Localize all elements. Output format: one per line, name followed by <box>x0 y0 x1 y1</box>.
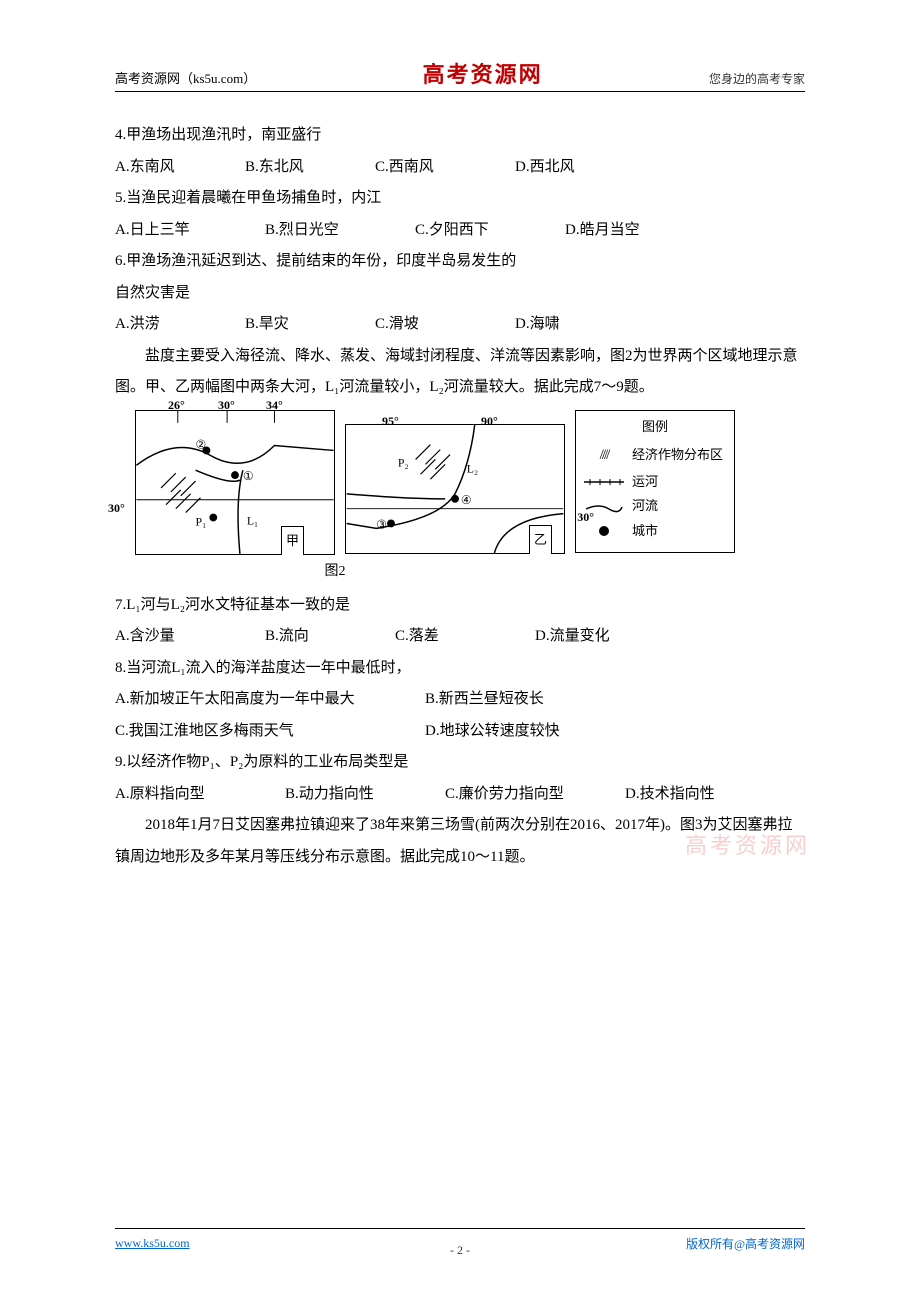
q6-stem-1: 6.甲渔场渔汛延迟到达、提前结束的年份，印度半岛易发生的 <box>115 246 805 278</box>
legend-row-river: 河流 <box>584 494 726 519</box>
q8-opt-d: D.地球公转速度较快 <box>425 716 560 748</box>
svg-text:③: ③ <box>376 517 387 531</box>
legend-river-label: 河流 <box>632 494 658 519</box>
q8-options-2: C.我国江淮地区多梅雨天气 D.地球公转速度较快 <box>115 716 805 748</box>
legend-row-city: 城市 <box>584 519 726 544</box>
q6-opt-a: A.洪涝 <box>115 309 245 341</box>
q5-opt-d: D.皓月当空 <box>565 215 640 247</box>
figure-caption: 图2 <box>285 557 385 586</box>
footer-page-number: - 2 - <box>450 1243 470 1258</box>
legend-crops-label: 经济作物分布区 <box>632 443 723 468</box>
q6-opt-c: C.滑坡 <box>375 309 515 341</box>
page-header: 高考资源网（ks5u.com） 高考资源网 您身边的高考专家 <box>115 55 805 92</box>
legend-hatch-icon: //// <box>584 441 624 470</box>
map-jia-label: 甲 <box>281 526 304 554</box>
legend-canal-icon <box>584 477 624 487</box>
legend-row-canal: 运河 <box>584 470 726 495</box>
svg-text:①: ① <box>243 469 254 483</box>
intro-2: 2018年1月7日艾因塞弗拉镇迎来了38年来第三场雪(前两次分别在2016、20… <box>115 810 805 873</box>
header-brand: 高考资源网 <box>423 57 543 89</box>
q9-options: A.原料指向型 B.动力指向性 C.廉价劳力指向型 D.技术指向性 <box>115 779 805 811</box>
q5-stem: 5.当渔民迎着晨曦在甲鱼场捕鱼时，内江 <box>115 183 805 215</box>
q5-opt-a: A.日上三竿 <box>115 215 265 247</box>
map-jia-svg: ① ② P₁ L₁ <box>136 411 334 554</box>
q9-opt-c: C.廉价劳力指向型 <box>445 779 625 811</box>
q8-opt-a: A.新加坡正午太阳高度为一年中最大 <box>115 684 425 716</box>
q7-opt-a: A.含沙量 <box>115 621 265 653</box>
page-footer: www.ks5u.com - 2 - 版权所有@高考资源网 <box>115 1228 805 1252</box>
svg-text:L₂: L₂ <box>467 461 478 475</box>
q4-stem: 4.甲渔场出现渔汛时，南亚盛行 <box>115 120 805 152</box>
q6-opt-d: D.海啸 <box>515 309 560 341</box>
svg-text:L₁: L₁ <box>247 513 258 527</box>
q5-opt-c: C.夕阳西下 <box>415 215 565 247</box>
coord-30-left: 30° <box>108 496 125 521</box>
q6-stem-2: 自然灾害是 <box>115 278 805 310</box>
map-yi: 95° 90° 30° <box>345 424 565 554</box>
legend: 图例 //// 经济作物分布区 运河 河流 <box>575 410 735 553</box>
coord-30-right: 30° <box>577 505 594 530</box>
q7-stem: 7.L₁河与L₂河水文特征基本一致的是 <box>115 590 805 622</box>
q7-opt-b: B.流向 <box>265 621 395 653</box>
q7-options: A.含沙量 B.流向 C.落差 D.流量变化 <box>115 621 805 653</box>
q9-opt-d: D.技术指向性 <box>625 779 715 811</box>
figure-2: 26° 30° 34° 30° <box>135 410 805 586</box>
q8-opt-b: B.新西兰昼短夜长 <box>425 684 544 716</box>
q7-opt-c: C.落差 <box>395 621 535 653</box>
q8-options-1: A.新加坡正午太阳高度为一年中最大 B.新西兰昼短夜长 <box>115 684 805 716</box>
map-jia: 26° 30° 34° 30° <box>135 410 335 555</box>
legend-row-crops: //// 经济作物分布区 <box>584 441 726 470</box>
q6-options: A.洪涝 B.旱灾 C.滑坡 D.海啸 <box>115 309 805 341</box>
q6-opt-b: B.旱灾 <box>245 309 375 341</box>
legend-canal-label: 运河 <box>632 470 658 495</box>
svg-text:②: ② <box>196 437 207 451</box>
header-left: 高考资源网（ks5u.com） <box>115 68 256 87</box>
q9-stem: 9.以经济作物P₁、P₂为原料的工业布局类型是 <box>115 747 805 779</box>
q5-opt-b: B.烈日光空 <box>265 215 415 247</box>
q4-opt-b: B.东北风 <box>245 152 375 184</box>
content-body: 4.甲渔场出现渔汛时，南亚盛行 A.东南风 B.东北风 C.西南风 D.西北风 … <box>115 120 805 873</box>
map-yi-label: 乙 <box>529 525 552 553</box>
q4-opt-a: A.东南风 <box>115 152 245 184</box>
q4-opt-d: D.西北风 <box>515 152 575 184</box>
footer-copyright: 版权所有@高考资源网 <box>686 1235 805 1252</box>
footer-url[interactable]: www.ks5u.com <box>115 1236 190 1251</box>
header-right: 您身边的高考专家 <box>709 70 805 87</box>
q9-opt-a: A.原料指向型 <box>115 779 285 811</box>
q5-options: A.日上三竿 B.烈日光空 C.夕阳西下 D.皓月当空 <box>115 215 805 247</box>
q9-opt-b: B.动力指向性 <box>285 779 445 811</box>
legend-title: 图例 <box>584 415 726 440</box>
svg-text:P₁: P₁ <box>196 514 207 528</box>
q4-options: A.东南风 B.东北风 C.西南风 D.西北风 <box>115 152 805 184</box>
q8-stem: 8.当河流L₁流入的海洋盐度达一年中最低时， <box>115 653 805 685</box>
legend-city-label: 城市 <box>632 519 658 544</box>
q7-opt-d: D.流量变化 <box>535 621 610 653</box>
svg-text:④: ④ <box>461 492 472 506</box>
svg-text:P₂: P₂ <box>398 455 409 469</box>
q8-opt-c: C.我国江淮地区多梅雨天气 <box>115 716 425 748</box>
q4-opt-c: C.西南风 <box>375 152 515 184</box>
